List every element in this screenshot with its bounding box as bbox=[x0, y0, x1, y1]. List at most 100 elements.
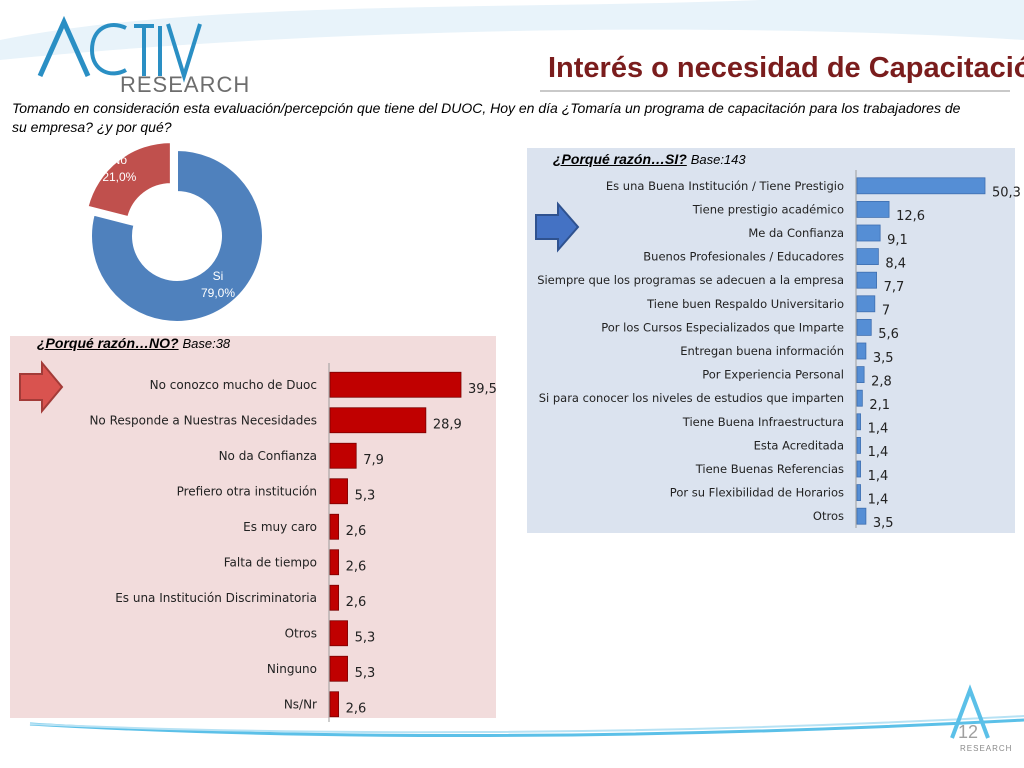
si-panel-title-text: ¿Porqué razón…SI? bbox=[553, 151, 687, 167]
bar bbox=[856, 507, 867, 525]
bar-value-label: 7,7 bbox=[884, 280, 905, 295]
title-divider bbox=[540, 90, 1010, 92]
bar bbox=[329, 620, 348, 647]
bar-value-label: 7,9 bbox=[363, 453, 384, 468]
bar bbox=[856, 389, 863, 407]
si-reasons-panel bbox=[527, 148, 1015, 533]
bar-category-label: Buenos Profesionales / Educadores bbox=[643, 250, 844, 264]
survey-question: Tomando en consideración esta evaluación… bbox=[12, 100, 961, 135]
bar-value-label: 12,6 bbox=[896, 209, 925, 224]
bar bbox=[856, 460, 861, 478]
bar-value-label: 8,4 bbox=[885, 256, 906, 271]
bar-value-label: 2,8 bbox=[871, 374, 892, 389]
no-arrow-icon bbox=[19, 360, 64, 414]
donut-slice-no bbox=[86, 141, 172, 219]
donut-value-no: 21,0% bbox=[102, 170, 136, 184]
si-panel-base: Base:143 bbox=[690, 152, 746, 167]
bar bbox=[856, 436, 861, 454]
bar-value-label: 2,6 bbox=[346, 524, 367, 539]
page-number: 12 bbox=[958, 722, 979, 742]
bar bbox=[856, 271, 877, 289]
bar bbox=[329, 513, 340, 540]
bar-value-label: 50,3 bbox=[992, 186, 1021, 201]
bar bbox=[329, 442, 357, 469]
no-panel-title-text: ¿Porqué razón…NO? bbox=[37, 335, 179, 351]
bar-category-label: Tiene Buena Infraestructura bbox=[682, 415, 844, 429]
activa-logo bbox=[37, 15, 202, 83]
bar bbox=[856, 224, 881, 242]
bar-category-label: Esta Acreditada bbox=[754, 438, 844, 452]
si-panel-title: ¿Porqué razón…SI? Base:143 bbox=[553, 151, 746, 167]
bar bbox=[856, 413, 861, 431]
bar-value-label: 5,3 bbox=[355, 630, 376, 645]
no-panel-base: Base:38 bbox=[182, 336, 231, 351]
no-reasons-panel bbox=[10, 336, 496, 718]
bar-value-label: 3,5 bbox=[873, 351, 894, 366]
bar bbox=[856, 318, 872, 336]
bar bbox=[329, 655, 348, 682]
donut-label-no: No bbox=[112, 153, 128, 167]
page-title: Interés o necesidad de Capacitación bbox=[548, 52, 1024, 84]
bar bbox=[856, 484, 861, 502]
no-panel-title: ¿Porqué razón…NO? Base:38 bbox=[37, 335, 230, 351]
bar bbox=[329, 584, 340, 611]
bar bbox=[329, 371, 462, 398]
bar bbox=[856, 295, 876, 313]
bar-value-label: 39,5 bbox=[468, 382, 497, 397]
bar-category-label: Es muy caro bbox=[243, 520, 317, 534]
bar-category-label: Otros bbox=[813, 509, 844, 523]
bar-category-label: No Responde a Nuestras Necesidades bbox=[89, 413, 317, 427]
bar-value-label: 1,4 bbox=[868, 469, 889, 484]
bar-category-label: Siempre que los programas se adecuen a l… bbox=[537, 273, 844, 287]
bar-value-label: 3,5 bbox=[873, 516, 894, 531]
bar-value-label: 5,6 bbox=[878, 327, 899, 342]
bar-category-label: Prefiero otra institución bbox=[177, 484, 317, 498]
bar-category-label: Falta de tiempo bbox=[224, 555, 317, 569]
bar-category-label: Si para conocer los niveles de estudios … bbox=[539, 391, 844, 405]
bar-value-label: 1,4 bbox=[868, 492, 889, 507]
bar-category-label: Tiene buen Respaldo Universitario bbox=[646, 297, 844, 311]
bar-value-label: 2,6 bbox=[346, 701, 367, 716]
bar-value-label: 5,3 bbox=[355, 666, 376, 681]
donut-slice-si bbox=[90, 148, 264, 323]
bar-category-label: Es una Buena Institución / Tiene Prestig… bbox=[606, 179, 844, 193]
bar-category-label: No da Confianza bbox=[219, 449, 317, 463]
bar bbox=[856, 366, 865, 384]
bar-category-label: Tiene prestigio académico bbox=[692, 202, 844, 216]
bar-value-label: 5,3 bbox=[355, 488, 376, 503]
bar-category-label: Por los Cursos Especializados que Impart… bbox=[601, 320, 844, 334]
bar-category-label: No conozco mucho de Duoc bbox=[150, 378, 317, 392]
bar-value-label: 2,6 bbox=[346, 559, 367, 574]
donut-label-si: Si bbox=[213, 269, 224, 283]
bar-value-label: 9,1 bbox=[887, 233, 908, 248]
bar-value-label: 1,4 bbox=[868, 422, 889, 437]
bar-category-label: Entregan buena información bbox=[680, 344, 844, 358]
si-arrow-icon bbox=[535, 201, 580, 253]
bar-value-label: 7 bbox=[882, 304, 890, 319]
bar bbox=[856, 248, 879, 266]
bar bbox=[856, 342, 867, 360]
footer-research-text: RESEARCH bbox=[960, 744, 1013, 753]
bar bbox=[329, 549, 340, 576]
bar-category-label: Me da Confianza bbox=[748, 226, 844, 240]
bar-value-label: 1,4 bbox=[868, 445, 889, 460]
footer-logo-icon bbox=[950, 684, 990, 739]
bar-category-label: Es una Institución Discriminatoria bbox=[115, 591, 317, 605]
donut-value-si: 79,0% bbox=[201, 286, 235, 300]
bar bbox=[856, 177, 986, 195]
logo-research-text: RESEARCH bbox=[120, 72, 251, 97]
bar-category-label: Ninguno bbox=[267, 662, 317, 676]
bar-category-label: Por Experiencia Personal bbox=[702, 368, 844, 382]
bar bbox=[329, 478, 348, 505]
bar-value-label: 28,9 bbox=[433, 417, 462, 432]
bar bbox=[856, 200, 890, 218]
bar-category-label: Tiene Buenas Referencias bbox=[695, 462, 844, 476]
bar-category-label: Ns/Nr bbox=[284, 697, 317, 711]
bar-value-label: 2,6 bbox=[346, 595, 367, 610]
bar bbox=[329, 407, 427, 434]
